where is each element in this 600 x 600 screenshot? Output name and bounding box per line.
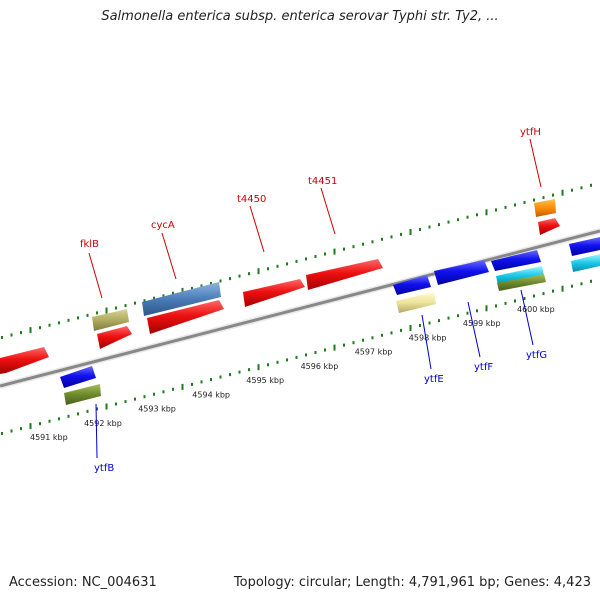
- gene-arrow[interactable]: [0, 347, 49, 374]
- gene-arrow[interactable]: [393, 275, 431, 295]
- scale-tick-label: 4595 kbp: [246, 376, 284, 385]
- summary-label: Topology: circular; Length: 4,791,961 bp…: [233, 575, 591, 590]
- gene-arrow[interactable]: [396, 292, 436, 313]
- gene-arrow[interactable]: [60, 366, 96, 388]
- gene-arrow[interactable]: [496, 266, 544, 285]
- gene-label-fklB[interactable]: fklB: [80, 239, 99, 250]
- gene-arrow[interactable]: [434, 260, 489, 285]
- scale-tick-label: 4596 kbp: [301, 362, 339, 371]
- gene-label-t4451[interactable]: t4451: [308, 176, 337, 187]
- gene-label-ytfE[interactable]: ytfE: [424, 374, 444, 385]
- scale-tick-label: 4599 kbp: [463, 319, 501, 328]
- gene-label-ytfF[interactable]: ytfF: [474, 362, 493, 373]
- reverse-genes: [60, 237, 600, 405]
- gene-arrow[interactable]: [497, 274, 546, 291]
- gene-arrow[interactable]: [243, 279, 305, 307]
- scale-tick-label: 4593 kbp: [138, 405, 176, 414]
- genome-backbone: [0, 228, 600, 389]
- gene-arrow[interactable]: [92, 309, 129, 331]
- gene-arrow[interactable]: [97, 326, 132, 349]
- scale-tick-label: 4592 kbp: [84, 419, 122, 428]
- scale-tick-label: 4598 kbp: [409, 333, 447, 342]
- scale-tick-label: 4591 kbp: [30, 433, 68, 442]
- gene-label-lines: [88, 138, 542, 459]
- gene-arrow[interactable]: [491, 250, 541, 271]
- gene-arrow[interactable]: [142, 282, 221, 316]
- forward-genes: [0, 199, 560, 374]
- gene-arrow[interactable]: [534, 199, 556, 217]
- map-title: Salmonella enterica subsp. enterica sero…: [101, 9, 499, 24]
- gene-arrow[interactable]: [571, 254, 600, 272]
- scale-tick-label: 4594 kbp: [192, 390, 230, 399]
- gene-arrow[interactable]: [64, 384, 101, 405]
- scale-tick-label: 4597 kbp: [355, 348, 393, 357]
- gene-labels: fklB cycA t4450 t4451 ytfH ytfB ytfE ytf…: [80, 127, 547, 474]
- gene-arrow[interactable]: [147, 300, 224, 334]
- gene-label-cycA[interactable]: cycA: [151, 220, 175, 231]
- forward-track-ticks: [1, 183, 592, 339]
- gene-label-t4450[interactable]: t4450: [237, 194, 266, 205]
- gene-arrow[interactable]: [569, 237, 600, 256]
- reverse-track-ticks: [1, 279, 592, 435]
- gene-arrow[interactable]: [306, 259, 383, 290]
- gene-arrow[interactable]: [538, 218, 560, 235]
- gene-label-ytfG[interactable]: ytfG: [526, 350, 547, 361]
- accession-label: Accession: NC_004631: [9, 575, 157, 590]
- scale-labels: 4591 kbp 4592 kbp 4593 kbp 4594 kbp 4595 kbp…: [30, 305, 555, 442]
- gene-label-ytfB[interactable]: ytfB: [94, 463, 114, 474]
- scale-tick-label: 4600 kbp: [517, 305, 555, 314]
- gene-label-ytfH[interactable]: ytfH: [520, 127, 541, 138]
